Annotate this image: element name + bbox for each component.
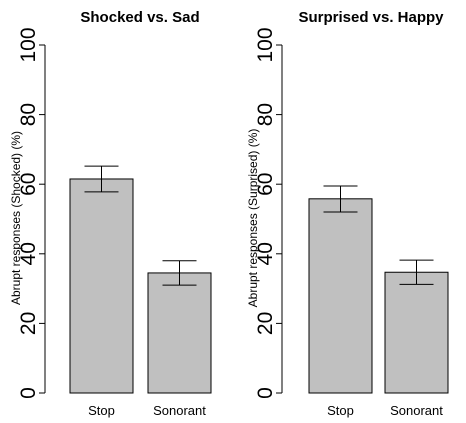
x-category-label: Stop (88, 403, 115, 418)
y-tick-label: 60 (17, 173, 40, 196)
error-bar (84, 165, 119, 193)
error-bar (323, 185, 358, 213)
bar-stop (69, 178, 134, 394)
bar-sonorant (384, 271, 449, 394)
y-tick-label: 20 (254, 312, 277, 335)
panel-title: Surprised vs. Happy (298, 9, 444, 26)
y-tick-label: 80 (254, 103, 277, 126)
chart-panel-surprised-vs-happy: Surprised vs. Happy Abrupt responses (Su… (246, 9, 449, 418)
y-tick-label: 100 (254, 27, 277, 62)
bars-group (69, 178, 212, 394)
error-bars-group (323, 185, 434, 285)
y-axis: 0 20 40 60 80 100 (17, 27, 46, 399)
error-bars-group (84, 165, 197, 286)
y-tick-label: 0 (17, 387, 40, 399)
chart-panel-shocked-vs-sad: Shocked vs. Sad Abrupt responses (Shocke… (9, 9, 212, 418)
y-axis: 0 20 40 60 80 100 (254, 27, 283, 399)
bar-sonorant (147, 272, 212, 394)
y-tick-label: 60 (254, 173, 277, 196)
x-category-label: Sonorant (153, 403, 206, 418)
error-bar (162, 260, 197, 286)
y-axis-label: Abrupt responses (Surprised) (%) (246, 129, 260, 308)
panel-title: Shocked vs. Sad (80, 9, 199, 26)
x-category-label: Stop (327, 403, 354, 418)
x-category-label: Sonorant (390, 403, 443, 418)
y-axis-label: Abrupt responses (Shocked) (%) (9, 131, 23, 305)
y-tick-label: 40 (17, 242, 40, 265)
y-tick-label: 100 (17, 27, 40, 62)
y-tick-label: 80 (17, 103, 40, 126)
x-axis-labels: Stop Sonorant (327, 403, 443, 418)
error-bar (399, 259, 434, 285)
y-tick-label: 40 (254, 242, 277, 265)
x-axis-labels: Stop Sonorant (88, 403, 206, 418)
y-tick-label: 0 (254, 387, 277, 399)
y-tick-label: 20 (17, 312, 40, 335)
bar-stop (308, 198, 373, 394)
bars-group (308, 198, 449, 394)
